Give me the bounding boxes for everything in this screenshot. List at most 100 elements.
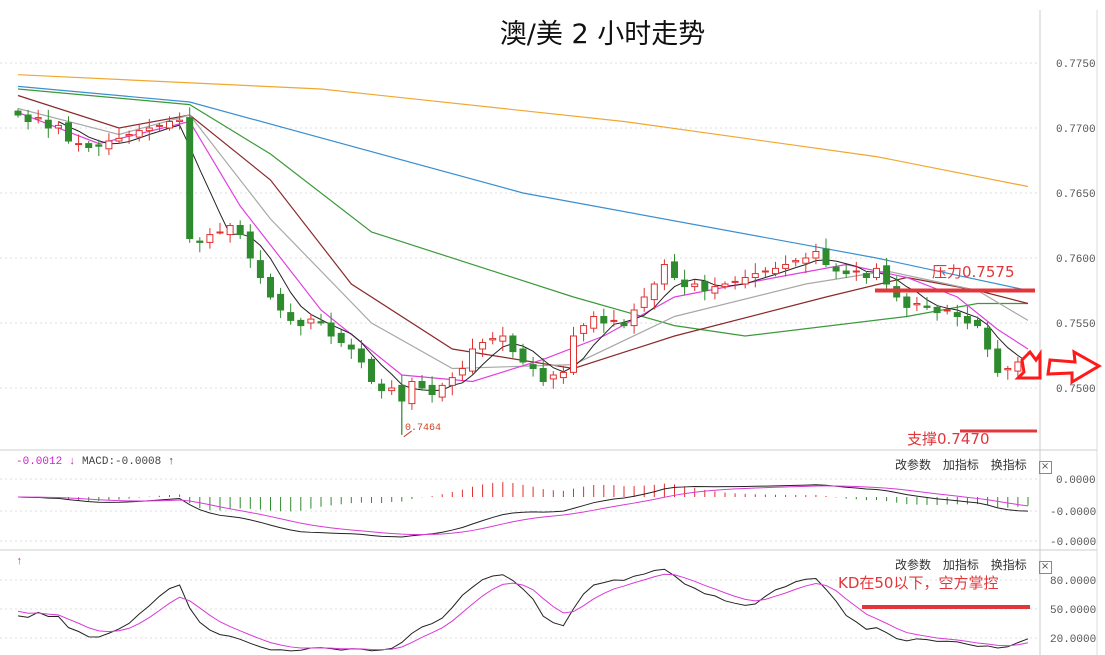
- candle-up: [943, 309, 951, 312]
- candle-down: [65, 122, 72, 142]
- candle-down: [357, 348, 365, 363]
- candle-down: [883, 265, 891, 285]
- swap-indicator-button[interactable]: 换指标: [990, 558, 1027, 572]
- candle-up: [408, 381, 416, 405]
- candle-up: [489, 338, 497, 341]
- price-tick-label: 0.7500: [1056, 384, 1096, 396]
- candle-down: [368, 358, 375, 382]
- candle-up: [105, 140, 113, 150]
- candle-down: [428, 384, 436, 395]
- moving-average-MA-mid-2: [17, 94, 1029, 370]
- candle-up: [469, 348, 476, 372]
- d-line: [17, 573, 1029, 651]
- candle-up: [751, 273, 759, 279]
- candle-down: [246, 231, 254, 259]
- edit-params-button[interactable]: 改参数: [895, 458, 932, 472]
- price-tick-label: 0.7550: [1056, 319, 1096, 331]
- dea-arrow-icon: ↓: [68, 456, 76, 468]
- k-line: [17, 568, 1029, 652]
- candle-up: [640, 296, 648, 308]
- close-icon[interactable]: ×: [1038, 561, 1052, 574]
- resistance-label: 压力0.7575: [932, 263, 1015, 281]
- candle-up: [580, 325, 588, 334]
- candle-down: [418, 381, 426, 389]
- moving-average-MA-mid-1: [17, 88, 1028, 337]
- candle-up: [166, 121, 173, 129]
- macd-value: MACD:-0.0008: [82, 456, 162, 468]
- chart-title: 澳/美 2 小时走势: [499, 19, 706, 50]
- macd-tick-label: -0.0000: [1050, 537, 1096, 549]
- candle-down: [44, 119, 52, 129]
- macd-arrow-icon: ↑: [167, 456, 175, 468]
- candle-up: [650, 283, 658, 301]
- kd-tick-label: 50.0000: [1050, 605, 1096, 617]
- candle-up: [458, 368, 466, 376]
- candle-up: [761, 270, 769, 273]
- add-indicator-button[interactable]: 加指标: [942, 558, 979, 572]
- price-tick-label: 0.7750: [1056, 59, 1096, 71]
- candle-up: [115, 137, 123, 142]
- candle-down: [953, 312, 961, 318]
- candle-down: [317, 321, 325, 324]
- candle-up: [438, 384, 446, 398]
- candle-up: [711, 286, 719, 294]
- candle-up: [176, 119, 184, 122]
- candle-down: [347, 344, 355, 350]
- candle-down: [832, 266, 840, 272]
- moving-average-MA-short-2: [17, 111, 1029, 383]
- candle-up: [125, 134, 133, 137]
- candle-up: [721, 283, 729, 288]
- add-indicator-button[interactable]: 加指标: [942, 458, 979, 472]
- candle-down: [822, 248, 830, 265]
- candle-up: [741, 277, 749, 285]
- candle-down: [14, 110, 22, 116]
- candle-up: [75, 143, 83, 146]
- candle-down: [842, 270, 850, 275]
- candle-up: [388, 387, 396, 392]
- candle-down: [236, 225, 244, 236]
- macd-legend: -0.0012 ↓ MACD:-0.0008 ↑: [16, 456, 174, 468]
- moving-average-MA-long-2: [17, 85, 1029, 292]
- candle-up: [34, 117, 42, 120]
- kd-arrow-icon: ↑: [16, 556, 23, 568]
- close-icon[interactable]: ×: [1038, 461, 1052, 474]
- candle-up: [1004, 368, 1012, 371]
- candle-up: [630, 309, 638, 327]
- candle-up: [570, 335, 577, 373]
- candle-down: [671, 261, 678, 278]
- candle-down: [681, 279, 689, 288]
- candle-up: [731, 280, 739, 283]
- candle-down: [923, 305, 931, 308]
- candle-down: [974, 319, 981, 327]
- dif-line: [17, 484, 1029, 538]
- candle-up: [660, 264, 668, 285]
- candle-down: [529, 364, 537, 370]
- moving-average-MA-long-1: [17, 74, 1029, 188]
- dea-value: -0.0012: [16, 456, 63, 468]
- candle-down: [85, 143, 93, 149]
- candle-up: [802, 257, 810, 264]
- moving-average-MA-short-1: [17, 107, 1029, 370]
- candle-up: [145, 127, 153, 132]
- candle-up: [448, 377, 456, 386]
- candle-down: [186, 117, 194, 239]
- candle-up: [135, 130, 143, 138]
- macd-tick-label: -0.0000: [1050, 507, 1096, 519]
- candle-up: [499, 335, 507, 342]
- candle-down: [862, 273, 870, 279]
- candle-up: [610, 319, 618, 322]
- candle-down: [963, 316, 971, 324]
- edit-params-button[interactable]: 改参数: [895, 558, 932, 572]
- price-tick-label: 0.7700: [1056, 124, 1096, 136]
- candle-down: [24, 114, 32, 122]
- candle-up: [852, 270, 860, 273]
- candle-up: [590, 316, 598, 329]
- candle-down: [287, 312, 295, 321]
- candle-up: [206, 234, 214, 243]
- candle-down: [701, 280, 709, 291]
- candle-down: [620, 322, 628, 327]
- right-arrow-icon: [1046, 349, 1103, 385]
- candle-down: [256, 260, 264, 279]
- swap-indicator-button[interactable]: 换指标: [990, 458, 1027, 472]
- kd-panel-toolbar: 改参数 加指标 换指标 ×: [895, 556, 1060, 574]
